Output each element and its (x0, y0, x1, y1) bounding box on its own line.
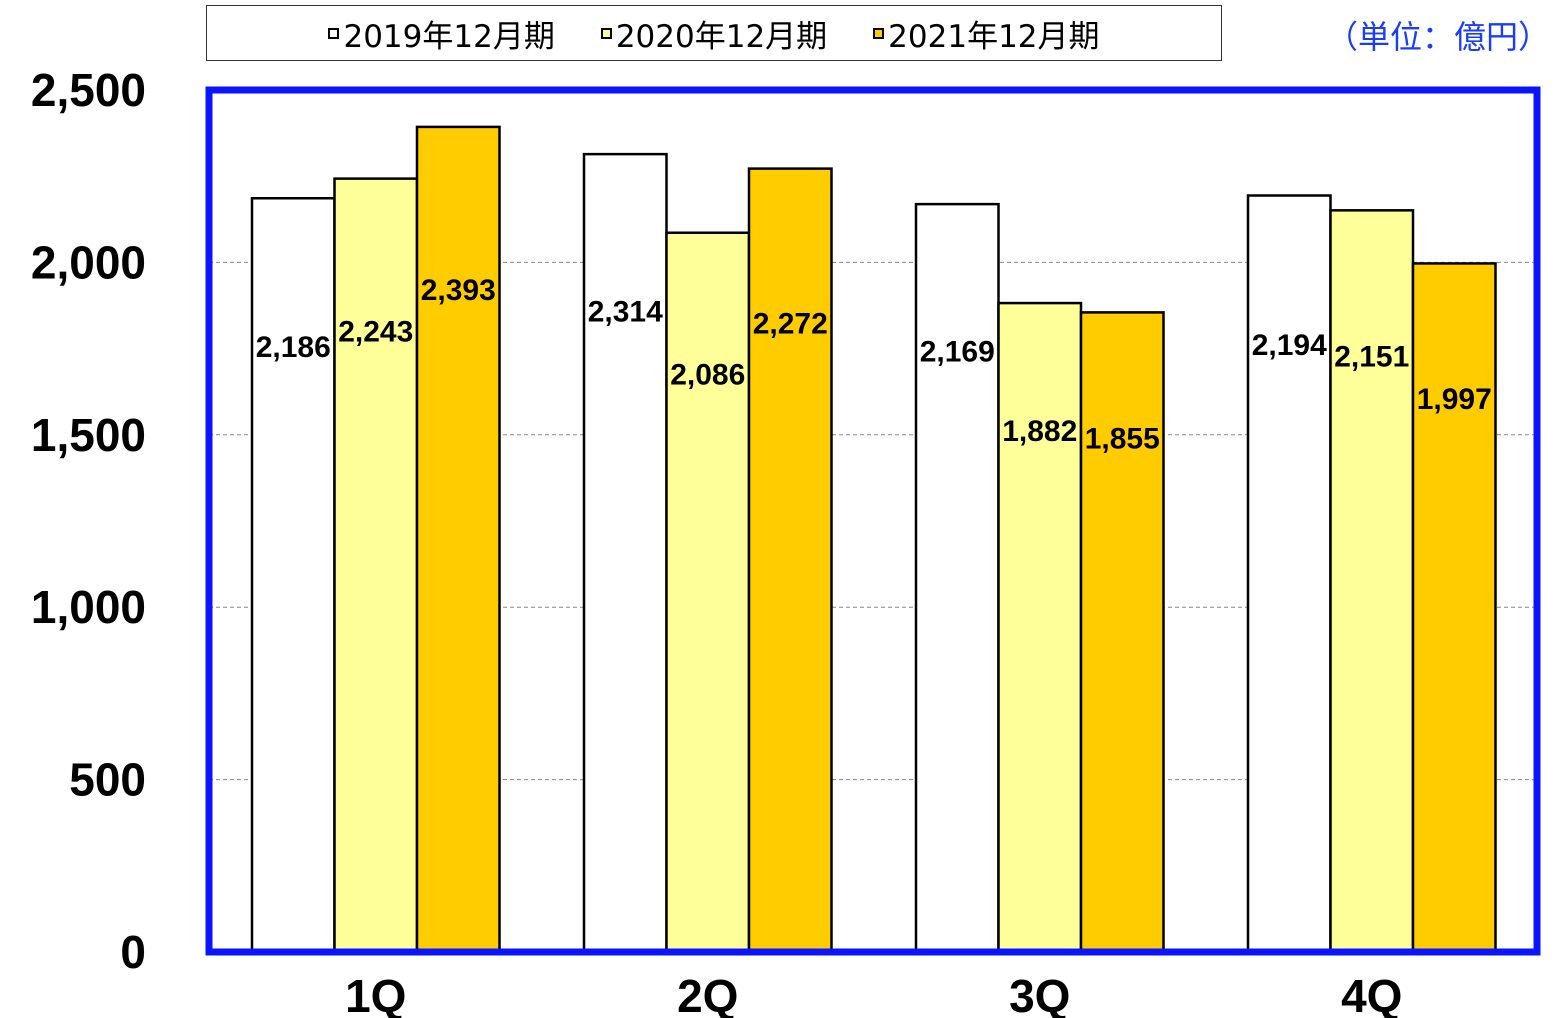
legend: 2019年12月期 2020年12月期 2021年12月期 (206, 5, 1222, 61)
bar (415, 125, 501, 954)
legend-swatch-2019 (328, 27, 340, 39)
data-label: 2,272 (753, 307, 828, 340)
y-tick-label: 1,000 (31, 581, 146, 633)
data-label: 1,855 (1085, 422, 1160, 455)
data-label: 2,169 (920, 336, 995, 369)
legend-item-2020: 2020年12月期 (600, 11, 828, 56)
legend-item-2019: 2019年12月期 (328, 11, 555, 56)
plot-frame (205, 86, 1541, 956)
bar (747, 167, 833, 954)
bar (582, 152, 668, 954)
y-tick-label: 2,000 (31, 236, 146, 288)
y-tick-label: 500 (69, 754, 146, 806)
bar (1329, 209, 1415, 954)
bar (997, 301, 1083, 954)
legend-label-2020: 2020年12月期 (615, 18, 828, 55)
x-tick-label: 3Q (1009, 970, 1070, 1018)
y-tick-label: 0 (120, 926, 146, 978)
x-tick-label: 4Q (1341, 970, 1402, 1018)
data-label: 1,997 (1417, 383, 1492, 416)
bar (250, 197, 336, 954)
legend-swatch-2020 (600, 27, 612, 39)
legend-label-2021: 2021年12月期 (888, 18, 1100, 55)
y-tick-label: 2,500 (31, 64, 146, 116)
data-label: 1,882 (1002, 415, 1077, 448)
data-label: 2,086 (670, 359, 745, 392)
bar (1246, 194, 1332, 954)
legend-label-2019: 2019年12月期 (343, 18, 555, 55)
y-tick-label: 1,500 (31, 409, 146, 461)
legend-item-2021: 2021年12月期 (873, 11, 1100, 56)
data-label: 2,151 (1334, 341, 1409, 374)
bar (333, 177, 419, 954)
x-tick-label: 2Q (677, 970, 738, 1018)
bar (665, 231, 751, 954)
data-label: 2,243 (338, 315, 413, 348)
data-label: 2,314 (588, 296, 663, 329)
data-label: 2,186 (256, 331, 331, 364)
bar (1411, 262, 1497, 954)
data-label: 2,393 (421, 274, 496, 307)
legend-swatch-2021 (873, 27, 885, 39)
unit-label: （単位：億円） (1325, 18, 1550, 56)
bar (1079, 311, 1165, 954)
data-label: 2,194 (1252, 329, 1327, 362)
x-tick-label: 1Q (345, 970, 406, 1018)
bar (914, 202, 1000, 954)
